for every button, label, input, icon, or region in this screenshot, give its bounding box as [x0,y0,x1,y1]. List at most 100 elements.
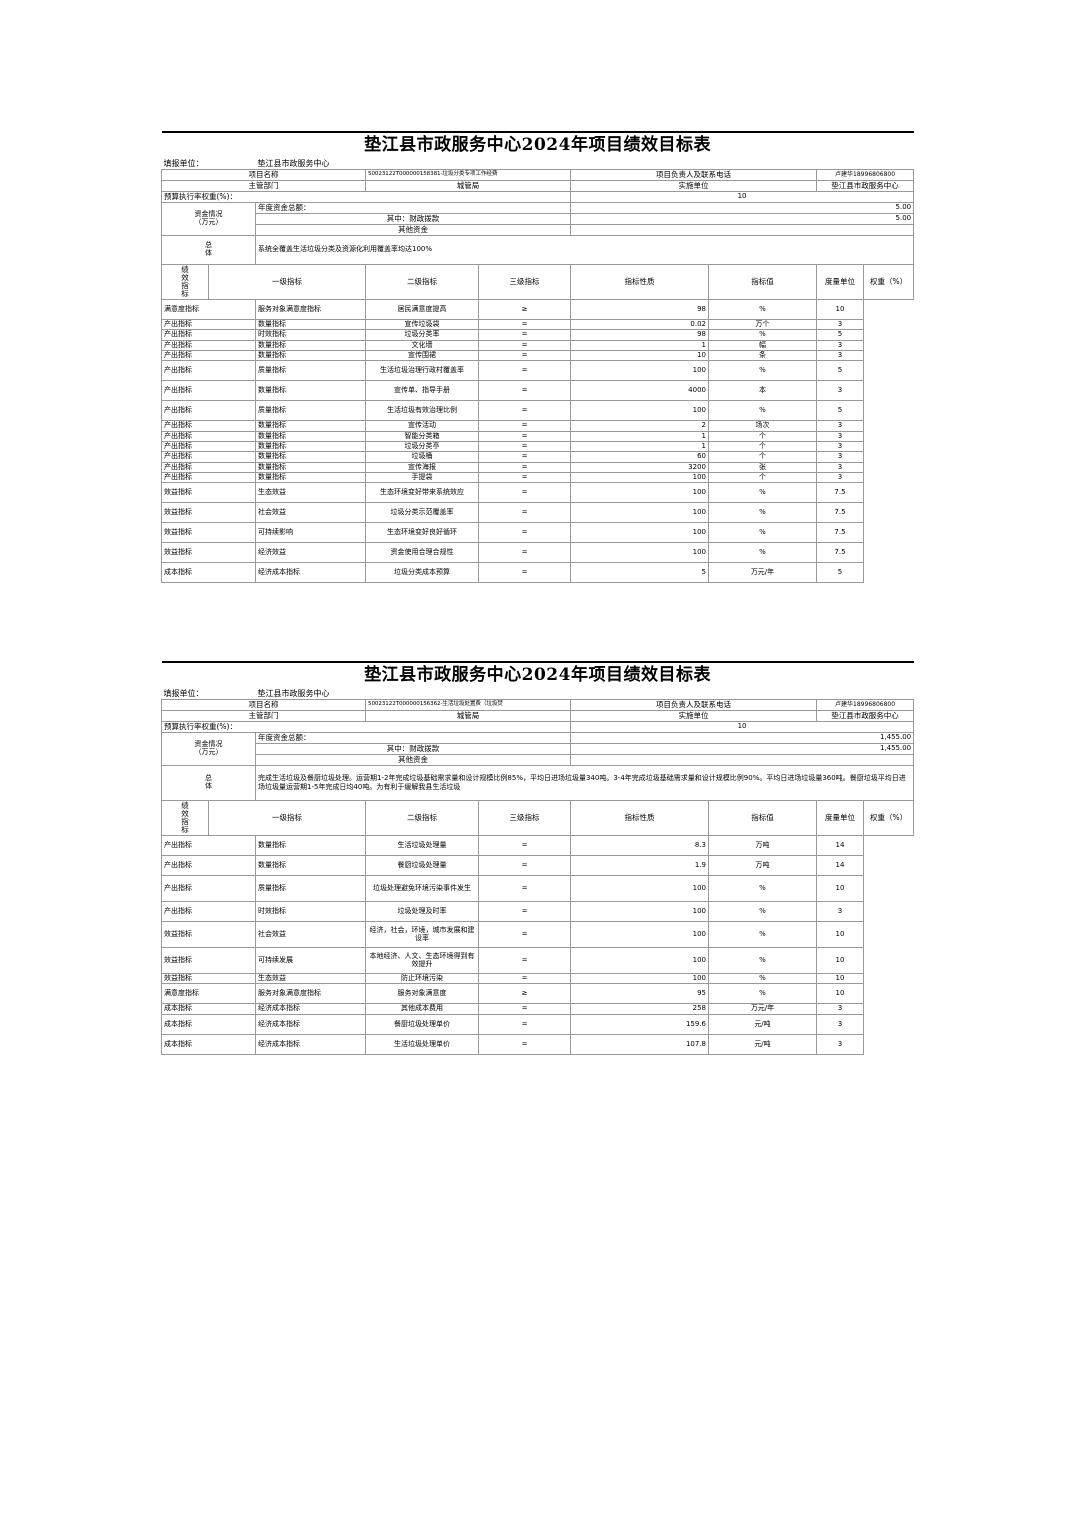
cell-value: 98 [570,299,709,321]
cell-l3: 垃圾桶 [365,451,479,463]
table-row: 产出指标 数量指标 垃圾分类亭 = 1 个 3 [161,441,914,453]
table-row: 效益指标 可持续发展 本地经济、人文、生态环境得到有效提升 = 100% 10 [161,947,914,975]
cell-l1: 产出指标 [161,339,256,352]
table-1-dept-row: 主管部门 城管局 实施单位 垫江县市政服务中心 [161,180,915,193]
cell-l2: 生态效益 [255,972,366,985]
cell-l2: 数量指标 [255,451,366,463]
cell-value: 100 [570,482,709,504]
cell-weight: 5 [816,329,864,341]
cell-l2: 经济成本指标 [255,1003,366,1015]
cell-nature: = [478,360,571,382]
fund-value-other-1 [569,223,915,236]
cell-value: 100 [570,901,709,923]
cell-l1: 效益指标 [161,542,256,564]
cell-nature: = [478,921,571,949]
col-header-nature-2: 指标性质 [570,799,709,837]
cell-weight: 14 [816,855,864,877]
cell-weight: 5 [816,400,864,422]
col-header-weight-1: 权重（%） [862,263,915,301]
cell-unit: % [708,542,817,564]
cell-l3: 宣传活动 [365,420,479,432]
cell-l1: 产出指标 [161,380,256,402]
cell-l2: 时效指标 [255,329,366,341]
cell-l3: 餐厨垃圾处理单价 [365,1013,479,1035]
cell-l2: 数量指标 [255,380,366,402]
cell-unit: % [708,972,817,985]
cell-l2: 数量指标 [255,835,366,857]
cell-value: 1 [570,339,709,352]
cell-l2: 数量指标 [255,472,366,484]
cell-l3: 服务对象满意度 [365,983,479,1005]
col-header-l2-1: 二级指标 [365,263,479,301]
cell-l3: 垃圾分类示范覆盖率 [365,502,479,524]
cell-unit: % [708,901,817,923]
table-row: 产出指标 质量指标 垃圾处理避免环境污染事件发生 = 100% 10 [161,875,914,903]
fund-value-gov-2: 1,455.00 [569,742,915,755]
cell-l3: 生活垃圾处理单价 [365,1033,479,1055]
cell-l2: 数量指标 [255,430,366,443]
performance-target-table-2: 垫江县市政服务中心2024年项目绩效目标表 填报单位： 垫江县市政服务中心 项目… [161,661,915,1055]
fund-value-other-2 [569,753,915,766]
cell-nature: = [478,380,571,402]
cell-weight: 3 [816,350,864,362]
cell-l2: 经济成本指标 [255,1033,366,1055]
cell-value: 3200 [570,461,709,474]
cell-value: 100 [570,502,709,524]
cell-unit: % [708,329,817,341]
overall-label-1: 总 体 [161,234,256,265]
cell-l1: 效益指标 [161,972,256,985]
cell-weight: 7.5 [816,482,864,504]
performance-target-table-1: 垫江县市政服务中心2024年项目绩效目标表 填报单位： 垫江县市政服务中心 项目… [161,131,915,584]
cell-value: 100 [570,947,709,975]
table-row: 效益指标 经济效益 资金使用合理合规性 = 100% 7.5 [161,542,914,564]
cell-nature: ≥ [478,983,571,1005]
cell-l3: 生活垃圾有效治理比例 [365,400,479,422]
table-2-title-row: 垫江县市政服务中心2024年项目绩效目标表 [161,661,914,689]
cell-weight: 5 [816,562,864,584]
impl-label-2: 实施单位 [570,710,817,723]
cell-value: 100 [570,972,709,985]
cell-l2: 数量指标 [255,318,366,331]
cell-l1: 满意度指标 [161,299,256,321]
funds-label-line2-1: （万元） [194,217,223,226]
fund-value-total-1: 5.00 [569,202,915,214]
cell-weight: 3 [816,472,864,484]
cell-weight: 3 [816,901,864,923]
cell-l1: 满意度指标 [161,983,256,1005]
table-row: 满意度指标 服务对象满意度指标 服务对象满意度 ≥95% 10 [161,983,914,1005]
table-2-fund-row-2: 其他资金 [162,753,915,766]
fund-label-gov-1: 其中：财政拨款 [255,212,571,225]
cell-l1: 效益指标 [161,522,256,544]
table-row: 产出指标 数量指标 宣传海报 = 3200 张 3 [161,461,914,474]
cell-weight: 14 [816,835,864,857]
cell-value: 100 [570,360,709,382]
dept-label-1: 主管部门 [161,180,366,193]
cell-l1: 产出指标 [161,360,256,382]
fund-value-gov-1: 5.00 [569,212,915,225]
funds-label-1: 资金情况 （万元） [161,202,256,236]
cell-weight: 3 [816,380,864,402]
overall-label-2: 总 体 [161,764,256,801]
cell-l2: 质量指标 [255,360,366,382]
cell-l2: 社会效益 [255,921,366,949]
cell-weight: 7.5 [816,522,864,544]
col-header-l2-2: 二级指标 [365,799,479,837]
cell-nature: = [478,875,571,903]
table-2-dept-row: 主管部门 城管局 实施单位 垫江县市政服务中心 [161,710,915,723]
perf-indicator-vertical-text-2: 绩效指标 [181,800,189,834]
cell-unit: 个 [708,430,817,443]
table-1-fund-row-0: 资金情况 （万元） 年度资金总额： 5.00 [161,202,915,236]
cell-unit: 万元/年 [708,1003,817,1015]
cell-l1: 成本指标 [161,1003,256,1015]
table-row: 效益指标 可持续影响 生态环境变好良好循环 = 100% 7.5 [161,522,914,544]
cell-weight: 3 [816,318,864,331]
cell-l1: 成本指标 [161,562,256,584]
cell-l2: 经济成本指标 [255,562,366,584]
overall-goal-1: 系统全覆盖生活垃圾分类及资源化利用覆盖率均达100% [254,234,915,265]
table-row: 产出指标 数量指标 宣传单、指导手册 = 4000 本 3 [161,380,914,402]
impl-value-2: 垫江县市政服务中心 [815,710,915,723]
cell-l1: 效益指标 [161,482,256,504]
project-name-value-1: 50023122T000000158381-垃圾分类专项工作经费 [365,169,571,182]
cell-l3: 生态环境变好良好循环 [365,522,479,544]
